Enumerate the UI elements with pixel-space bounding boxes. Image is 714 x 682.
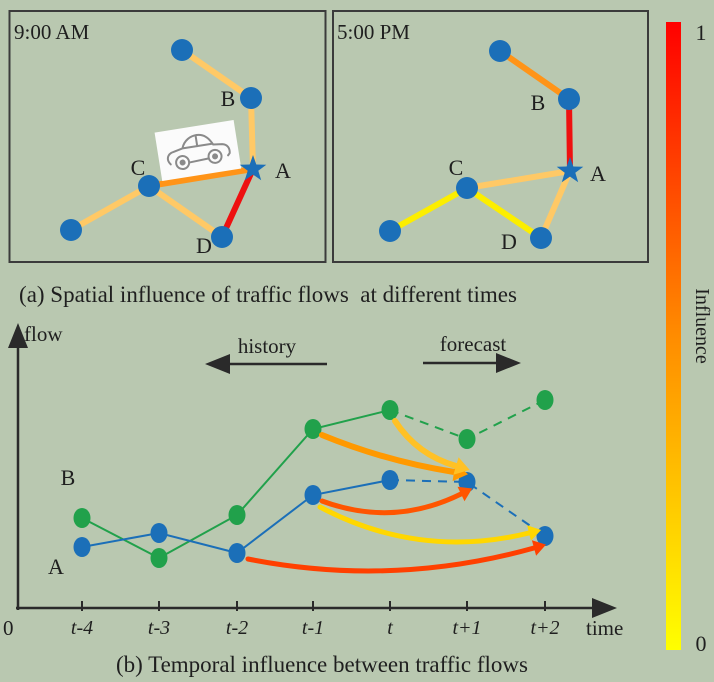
graph-node — [558, 88, 580, 110]
colorbar-max-label: 1 — [696, 20, 707, 45]
influence-arrowhead — [453, 457, 470, 475]
series-point — [73, 537, 91, 557]
road-edge — [538, 168, 573, 241]
node-label: D — [501, 229, 517, 254]
tick-label: t-2 — [226, 617, 248, 639]
influence-arrow — [245, 545, 537, 574]
flow-series — [73, 390, 554, 568]
road-edge — [146, 183, 225, 240]
influence-arrowhead — [457, 486, 473, 502]
car-wheel-front — [207, 148, 223, 164]
origin-label: 0 — [3, 616, 14, 640]
tick-label: t-1 — [302, 617, 324, 639]
series-label-B: B — [61, 465, 76, 490]
time-axis-label: time — [586, 616, 623, 640]
panel-am-nodes: B A C D — [60, 39, 291, 258]
node-label: C — [449, 155, 464, 180]
series-point — [304, 485, 322, 505]
series-point — [536, 526, 554, 546]
tick-label: t+2 — [530, 617, 559, 639]
flow-axis-label: flow — [24, 322, 63, 346]
node-label: B — [221, 86, 236, 111]
influence-colorbar — [666, 22, 681, 650]
series-point — [150, 523, 168, 543]
series-point — [458, 429, 476, 449]
influence-arrow — [319, 432, 457, 475]
series-label-A: A — [48, 554, 64, 579]
series-point — [150, 548, 168, 568]
tick-label: t-3 — [148, 617, 170, 639]
graph-node — [240, 87, 262, 109]
influence-arrowhead — [527, 525, 542, 541]
node-label: D — [196, 233, 212, 258]
car-underside — [188, 157, 210, 164]
road-edge — [387, 185, 470, 234]
car-body — [166, 133, 231, 166]
series-point — [304, 419, 322, 439]
node-label: C — [131, 155, 146, 180]
forecast-label: forecast — [440, 332, 507, 356]
car-wheel-rear — [175, 155, 191, 171]
tick-label: t — [387, 617, 393, 639]
graph-node — [530, 227, 552, 249]
car-illustration — [154, 120, 242, 181]
node-label: A — [275, 158, 291, 183]
node-label: B — [531, 90, 546, 115]
time-axis-ticks: t-4 t-3 t-2 t-1 t t+1 t+2 — [71, 601, 560, 639]
series-point — [381, 470, 399, 490]
panel-am-border — [8, 10, 327, 263]
road-edge — [219, 166, 256, 240]
colorbar-title: Influence — [691, 288, 713, 364]
series-point — [228, 543, 246, 563]
car-window-divider — [194, 135, 199, 148]
graph-node — [456, 177, 478, 199]
panel-pm-time-label: 5:00 PM — [337, 20, 410, 44]
road-edge — [68, 183, 152, 233]
node-label: A — [590, 161, 606, 186]
road-edge — [497, 48, 572, 102]
tick-label: t+1 — [452, 617, 481, 639]
graph-node — [171, 39, 193, 61]
road-edge — [146, 166, 256, 189]
panel-pm-nodes: B A C D — [379, 40, 606, 254]
colorbar-min-label: 0 — [696, 631, 707, 656]
series-point — [536, 390, 554, 410]
influence-arrow — [392, 418, 459, 469]
graph-node — [379, 220, 401, 242]
panel-pm-border — [332, 10, 649, 263]
tick-label: t-4 — [71, 617, 93, 639]
graph-node — [60, 219, 82, 241]
graph-node — [489, 40, 511, 62]
graph-node — [211, 226, 233, 248]
series-point — [381, 400, 399, 420]
node-star — [556, 157, 584, 183]
panel-am-time-label: 9:00 AM — [14, 20, 90, 44]
series-point — [458, 472, 476, 492]
influence-arrow — [317, 504, 532, 545]
series-point — [73, 508, 91, 528]
influence-arrowhead — [531, 540, 546, 556]
series-point — [228, 505, 246, 525]
influence-arrow — [319, 491, 464, 516]
node-star — [239, 155, 267, 181]
road-edge — [464, 168, 573, 191]
road-edge — [179, 47, 254, 101]
history-label: history — [238, 334, 297, 358]
caption-a: (a) Spatial influence of traffic flows a… — [19, 282, 517, 307]
caption-b: (b) Temporal influence between traffic f… — [116, 652, 528, 677]
road-edge — [464, 185, 544, 241]
graph-node — [138, 175, 160, 197]
temporal-influence-arrows — [245, 418, 546, 574]
